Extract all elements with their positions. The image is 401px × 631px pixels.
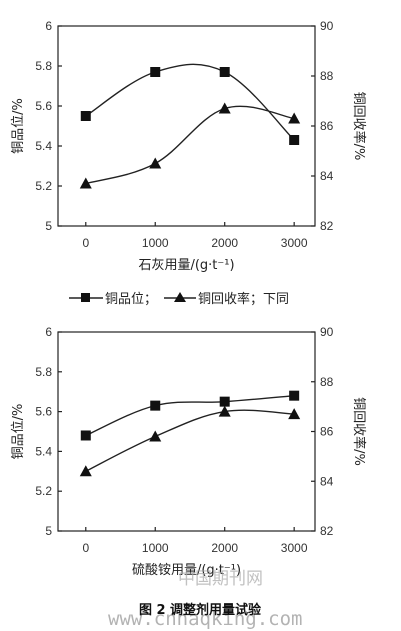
legend-grade-label: 铜品位； xyxy=(105,292,157,307)
y2-tick-label: 84 xyxy=(320,169,334,183)
series-line xyxy=(85,394,295,437)
y2-tick-label: 88 xyxy=(320,375,334,389)
y2-axis-label: 铜回收率/% xyxy=(351,92,367,161)
grade-point xyxy=(289,135,300,145)
watermark: 中国期刊网 www.cnhaqking.com xyxy=(108,569,302,630)
y-tick-label: 5 xyxy=(45,524,52,538)
legend: 铜品位； 铜回收率；下同 xyxy=(69,291,289,307)
y-tick-label: 5.4 xyxy=(35,444,52,458)
legend-recovery-label: 铜回收率；下同 xyxy=(198,291,289,307)
x-axis-label: 石灰用量/(g·t⁻¹) xyxy=(138,258,234,273)
y2-tick-label: 82 xyxy=(320,524,334,538)
watermark-url: www.cnhaqking.com xyxy=(108,608,302,630)
y-tick-label: 5.6 xyxy=(35,405,52,419)
x-axis-label: 硫酸铵用量/(g·t⁻¹) xyxy=(132,563,241,578)
x-tick-label: 0 xyxy=(82,541,89,555)
y2-tick-label: 82 xyxy=(320,219,334,233)
recovery-point xyxy=(288,112,301,124)
plot-frame xyxy=(57,25,316,227)
recovery-point xyxy=(149,157,162,169)
recovery-point xyxy=(149,430,162,442)
grade-point xyxy=(289,390,300,401)
figure-caption: 图 2 调整剂用量试验 xyxy=(139,602,262,618)
grade-point xyxy=(150,400,161,411)
y2-axis-label: 铜回收率/% xyxy=(351,397,367,466)
chart-grade-recovery-vs-ammonium-sulfate: 5 5.2 5.4 5.6 5.8 6 82 84 86 88 90 0 1000 2000 3000 硫酸铵… xyxy=(11,325,367,578)
y-axis-label: 铜品位/% xyxy=(11,98,26,154)
y-tick-label: 5.8 xyxy=(35,59,52,73)
grade-point xyxy=(80,430,91,441)
y2-tick-label: 86 xyxy=(320,425,334,439)
y-tick-label: 6 xyxy=(45,19,52,33)
grade-point xyxy=(150,67,161,77)
y-tick-label: 5.6 xyxy=(35,99,52,113)
y-tick-label: 6 xyxy=(45,325,52,339)
x-tick-label: 2000 xyxy=(211,541,238,555)
legend-grade-marker xyxy=(81,293,90,302)
plot-frame xyxy=(57,331,316,532)
x-tick-label: 3000 xyxy=(281,236,308,250)
chart-grade-recovery-vs-lime: 5 5.2 5.4 5.6 5.8 6 82 84 86 88 90 0 1000 2000 3000 石灰用… xyxy=(11,19,367,273)
x-tick-label: 2000 xyxy=(211,236,238,250)
y-tick-label: 5.2 xyxy=(35,179,52,193)
y2-tick-label: 88 xyxy=(320,69,334,83)
recovery-point xyxy=(288,408,301,420)
x-tick-label: 1000 xyxy=(142,236,169,250)
series-line xyxy=(85,105,295,185)
series-line xyxy=(85,63,295,141)
x-tick-label: 0 xyxy=(82,236,89,250)
recovery-point xyxy=(79,465,92,477)
recovery-point xyxy=(218,405,231,417)
y-tick-label: 5.8 xyxy=(35,365,52,379)
x-tick-label: 1000 xyxy=(142,541,169,555)
y-tick-label: 5.2 xyxy=(35,484,52,498)
y2-tick-label: 86 xyxy=(320,119,334,133)
series-line xyxy=(85,409,295,472)
y2-tick-label: 90 xyxy=(320,19,334,33)
recovery-point xyxy=(218,102,231,114)
grade-point xyxy=(219,67,230,77)
recovery-point xyxy=(79,177,92,189)
y-tick-label: 5.4 xyxy=(35,139,52,153)
legend-recovery-marker xyxy=(174,292,186,302)
watermark-cn: 中国期刊网 xyxy=(178,569,263,589)
y2-tick-label: 90 xyxy=(320,325,334,339)
x-tick-label: 3000 xyxy=(281,541,308,555)
grade-point xyxy=(219,396,230,407)
y-axis-label: 铜品位/% xyxy=(11,404,26,460)
y2-tick-label: 84 xyxy=(320,474,334,488)
grade-point xyxy=(80,111,91,121)
y-tick-label: 5 xyxy=(45,219,52,233)
